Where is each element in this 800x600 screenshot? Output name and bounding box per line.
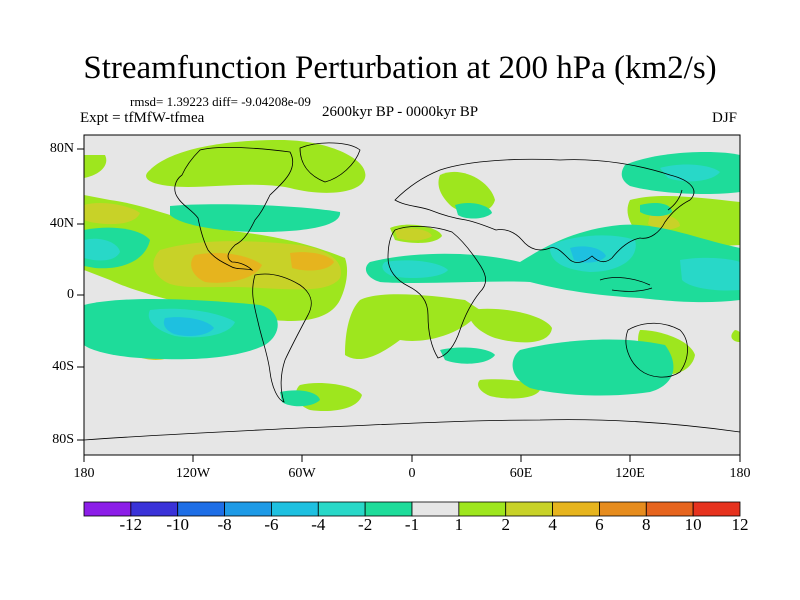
contour-field [438, 171, 495, 214]
contour-field [170, 204, 341, 232]
contour-field [290, 252, 334, 271]
x-tick-label: 60E [509, 466, 533, 481]
colorbar [83, 501, 741, 517]
colorbar-box [177, 501, 225, 517]
contour-field [512, 339, 674, 396]
y-tick-label: 80N [49, 141, 74, 156]
colorbar-label: -6 [264, 515, 279, 534]
colorbar-box [130, 501, 179, 517]
colorbar-label: -4 [311, 515, 326, 534]
colorbar-box [224, 501, 272, 517]
y-tick-label: 40N [49, 216, 74, 231]
coastline-north-america [174, 146, 293, 271]
x-tick-label: 60W [288, 466, 316, 481]
coastline-japan [667, 189, 683, 211]
y-tick-label: 40S [52, 359, 74, 374]
x-tick-label: 0 [408, 466, 416, 481]
coastlines [84, 142, 740, 441]
contour-field [440, 347, 495, 364]
colorbar-label: -2 [358, 515, 373, 534]
coastline-indonesia [599, 277, 653, 292]
axis-ticks [77, 148, 741, 462]
colorbar-label: -12 [119, 515, 143, 534]
contour-field [191, 253, 262, 283]
contour-field [163, 317, 214, 336]
coastline-africa [387, 226, 487, 359]
contour-field [280, 390, 320, 407]
colorbar-label: 2 [501, 515, 510, 534]
experiment-label: Expt = tfMfW-tfmea [80, 110, 205, 126]
x-tick-label: 180 [729, 466, 751, 481]
colorbar-label: -8 [217, 515, 232, 534]
colorbar-box [505, 501, 553, 517]
contour-field [469, 308, 552, 343]
colorbar-box [692, 501, 741, 517]
colorbar-label: -1 [404, 515, 420, 534]
contour-field [382, 260, 448, 278]
contour-field [146, 140, 366, 193]
colorbar-box [317, 501, 366, 517]
plot-title: Streamfunction Perturbation at 200 hPa (… [83, 50, 717, 86]
colorbar-box [411, 501, 460, 517]
coastline-south-america [252, 273, 312, 403]
stats-line: rmsd= 1.39223 diff= -9.04208e-09 [130, 94, 311, 109]
colorbar-box [645, 501, 694, 517]
contour-field [640, 202, 672, 217]
colorbar-box [271, 501, 319, 517]
contour-field [395, 228, 432, 241]
colorbar-label: 12 [731, 515, 749, 534]
y-tick-label: 80S [52, 432, 74, 447]
coastline-greenland [299, 142, 361, 183]
contour-field [648, 214, 680, 230]
colorbar-box [458, 501, 507, 517]
colorbar-label: -10 [166, 515, 190, 534]
colorbar-label: 8 [642, 515, 651, 534]
colorbar-label: 6 [595, 515, 604, 534]
contour-field [570, 246, 606, 263]
colorbar-label: 4 [548, 515, 557, 534]
colorbar-box [552, 501, 600, 517]
x-tick-label: 120E [615, 466, 645, 481]
colorbar-box [83, 501, 132, 517]
season-label: DJF [712, 110, 738, 126]
contour-field [345, 294, 480, 360]
y-tick-label: 0 [67, 287, 74, 302]
colorbar-label: 1 [454, 515, 464, 534]
contour-field [84, 202, 140, 225]
colorbar-label: 10 [684, 515, 702, 534]
contour-field [660, 164, 720, 182]
contour-field [455, 202, 492, 219]
coastline-europe-asia [394, 158, 695, 263]
x-tick-label: 180 [73, 466, 95, 481]
contour-field [731, 330, 740, 342]
period-label: 2600kyr BP - 0000kyr BP [322, 104, 479, 120]
contour-field [680, 257, 740, 291]
contour-field [365, 224, 740, 303]
colorbar-box [364, 501, 413, 517]
contour-field [84, 155, 107, 178]
colorbar-box [599, 501, 647, 517]
coastline-australia [625, 322, 688, 378]
x-tick-label: 120W [175, 466, 211, 481]
coastline-antarctica [84, 419, 740, 441]
contour-field [84, 238, 120, 261]
